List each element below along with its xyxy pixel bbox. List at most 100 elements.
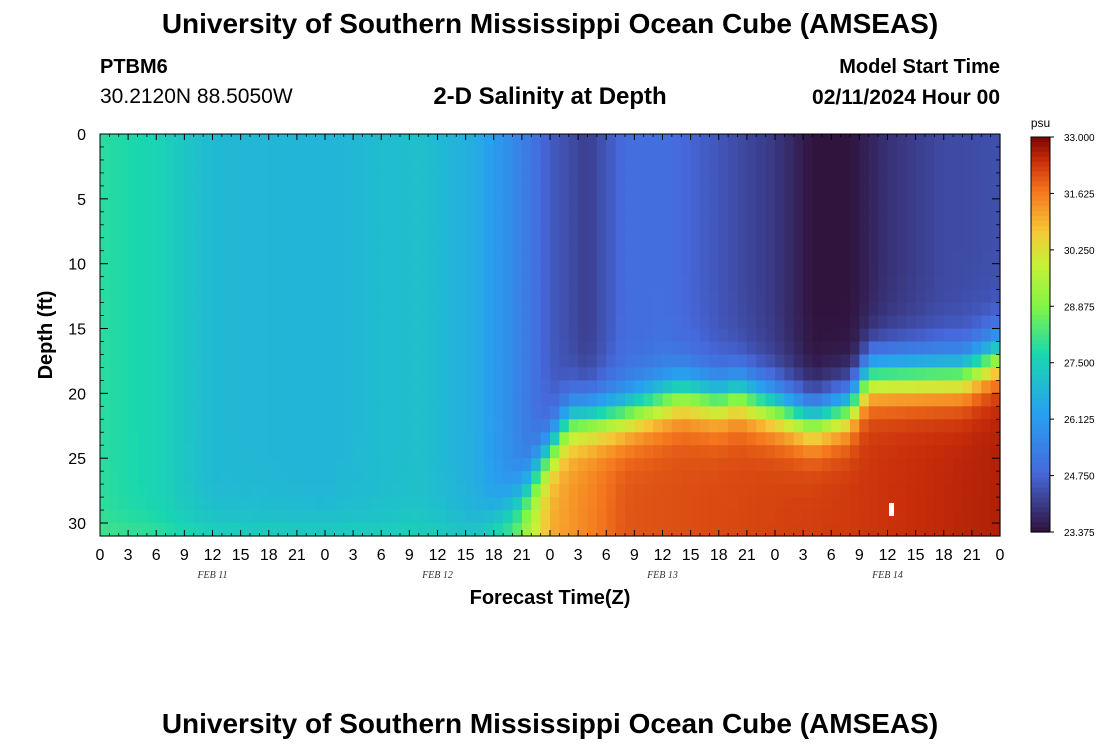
heatmap-cell <box>606 185 617 200</box>
heatmap-cell <box>953 159 964 174</box>
heatmap-cell <box>156 380 167 394</box>
heatmap-cell <box>540 497 551 511</box>
heatmap-cell <box>381 406 392 420</box>
heatmap-cell <box>437 419 448 433</box>
heatmap-cell <box>184 380 195 394</box>
heatmap-cell <box>343 523 354 537</box>
heatmap-cell <box>503 341 514 356</box>
heatmap-cell <box>625 276 635 291</box>
heatmap-cell <box>746 419 757 433</box>
heatmap-cell <box>128 263 139 278</box>
heatmap-cell <box>250 289 260 304</box>
heatmap-cell <box>812 328 823 343</box>
heatmap-cell <box>343 263 354 278</box>
heatmap-cell <box>784 289 795 304</box>
heatmap-cell <box>493 263 504 278</box>
heatmap-cell <box>250 315 260 330</box>
heatmap-cell <box>878 406 889 420</box>
heatmap-cell <box>353 341 364 356</box>
heatmap-cell <box>231 146 242 161</box>
heatmap-cell <box>437 302 448 317</box>
heatmap-cell <box>596 445 607 459</box>
heatmap-cell <box>943 172 954 187</box>
colorbar-segment <box>1031 240 1050 247</box>
heatmap-cell <box>634 237 645 252</box>
heatmap-cell <box>700 458 710 472</box>
heatmap-cell <box>953 523 964 537</box>
heatmap-cell <box>925 302 935 317</box>
heatmap-cell <box>118 198 129 213</box>
heatmap-cell <box>175 406 185 420</box>
heatmap-cell <box>268 523 279 537</box>
heatmap-cell <box>193 185 204 200</box>
heatmap-cell <box>578 354 589 369</box>
heatmap-cell <box>484 484 495 498</box>
heatmap-cell <box>943 367 954 381</box>
heatmap-cell <box>915 263 926 278</box>
heatmap-cell <box>203 198 214 213</box>
heatmap-cell <box>400 263 410 278</box>
heatmap-cell <box>521 172 532 187</box>
heatmap-cell <box>868 276 879 291</box>
heatmap-cell <box>465 185 476 200</box>
heatmap-cell <box>100 134 110 148</box>
heatmap-cell <box>671 276 682 291</box>
heatmap-cell <box>315 419 326 433</box>
heatmap-cell <box>756 134 767 148</box>
heatmap-cell <box>231 276 242 291</box>
heatmap-cell <box>353 328 364 343</box>
heatmap-cell <box>446 315 457 330</box>
heatmap-cell <box>334 224 345 239</box>
heatmap-cell <box>559 289 570 304</box>
heatmap-cell <box>156 393 167 407</box>
heatmap-cell <box>409 393 420 407</box>
heatmap-cell <box>971 328 982 343</box>
heatmap-cell <box>578 510 589 524</box>
heatmap-cell <box>887 471 898 485</box>
heatmap-cell <box>540 523 551 537</box>
heatmap-cell <box>287 367 298 381</box>
heatmap-cell <box>250 523 260 537</box>
heatmap-cell <box>971 510 982 524</box>
heatmap-cell <box>690 510 701 524</box>
heatmap-cell <box>925 406 935 420</box>
heatmap-cell <box>268 380 279 394</box>
heatmap-cell <box>868 406 879 420</box>
heatmap-cell <box>868 172 879 187</box>
heatmap-cell <box>381 341 392 356</box>
heatmap-cell <box>100 211 110 226</box>
heatmap-cell <box>765 250 776 265</box>
heatmap-cell <box>315 289 326 304</box>
heatmap-cell <box>671 289 682 304</box>
heatmap-cell <box>231 172 242 187</box>
heatmap-cell <box>475 367 485 381</box>
heatmap-cell <box>484 237 495 252</box>
heatmap-cell <box>859 146 870 161</box>
heatmap-cell <box>400 328 410 343</box>
heatmap-cell <box>887 406 898 420</box>
heatmap-cell <box>718 510 729 524</box>
heatmap-cell <box>821 146 832 161</box>
heatmap-cell <box>943 380 954 394</box>
heatmap-cell <box>503 328 514 343</box>
heatmap-cell <box>465 302 476 317</box>
heatmap-cell <box>896 341 907 356</box>
heatmap-cell <box>418 185 429 200</box>
heatmap-cell <box>971 172 982 187</box>
heatmap-cell <box>390 172 401 187</box>
heatmap-cell <box>653 146 664 161</box>
heatmap-cell <box>709 484 720 498</box>
heatmap-cell <box>212 185 223 200</box>
heatmap-cell <box>118 419 129 433</box>
heatmap-cell <box>896 445 907 459</box>
heatmap-cell <box>878 380 889 394</box>
heatmap-cell <box>371 302 382 317</box>
heatmap-cell <box>175 211 185 226</box>
heatmap-cell <box>953 134 964 148</box>
heatmap-cell <box>596 523 607 537</box>
heatmap-cell <box>690 471 701 485</box>
heatmap-cell <box>512 250 523 265</box>
heatmap-cell <box>831 523 842 537</box>
heatmap-cell <box>971 276 982 291</box>
heatmap-cell <box>606 250 617 265</box>
